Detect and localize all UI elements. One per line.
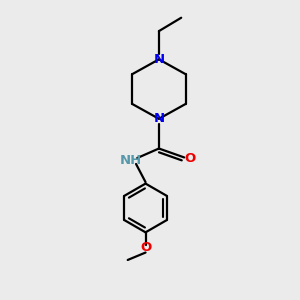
Text: NH: NH — [120, 154, 142, 167]
Text: O: O — [140, 241, 151, 254]
Text: N: N — [153, 112, 164, 125]
Text: O: O — [184, 152, 196, 165]
Text: N: N — [153, 53, 164, 66]
